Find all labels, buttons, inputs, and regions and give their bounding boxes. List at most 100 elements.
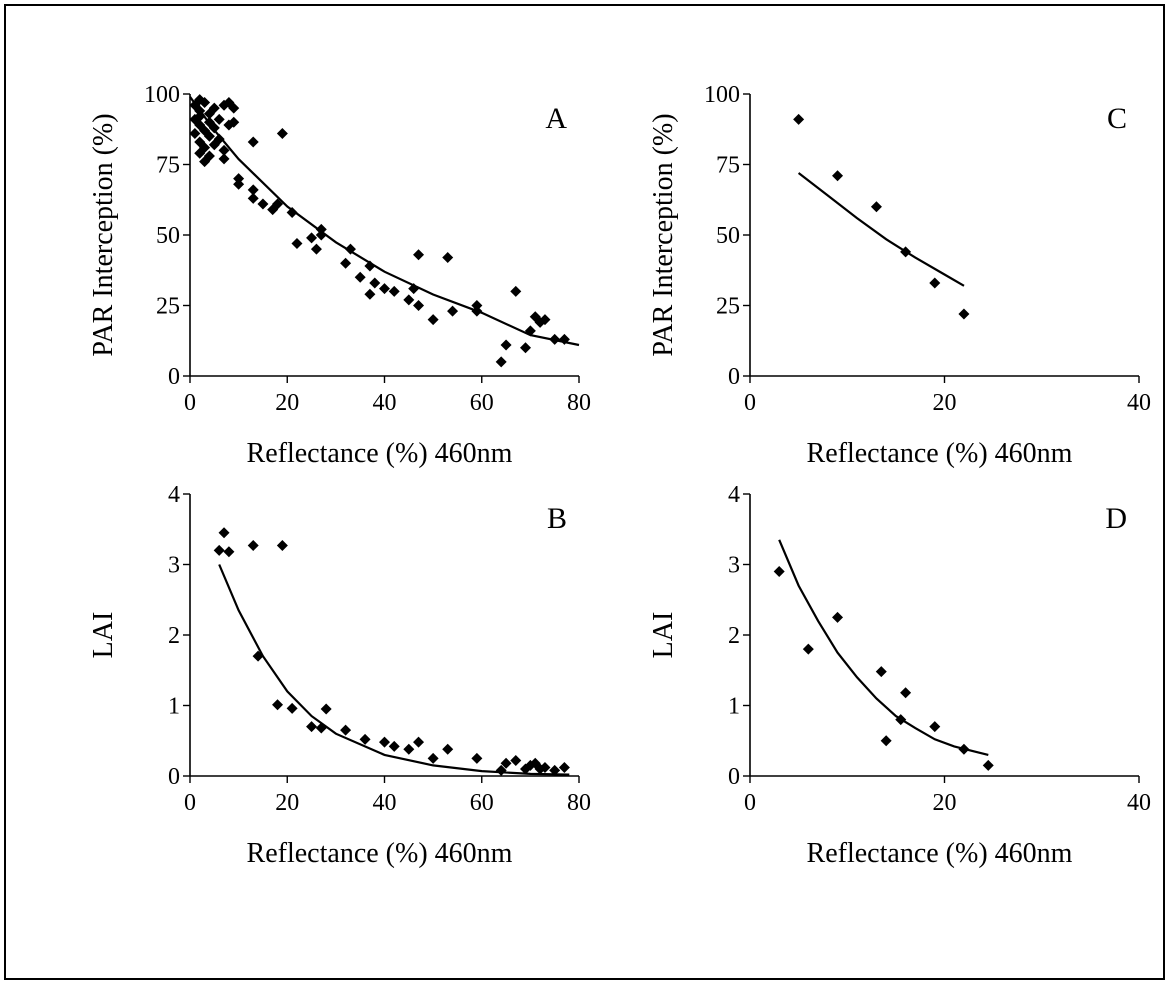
panel-c-y-axis-label: PAR Interception (%) (648, 113, 679, 356)
panel-c-y-tick-label: 0 (728, 364, 740, 390)
panel-b-data-point (495, 764, 507, 776)
panel-d-y-tick-label: 2 (728, 623, 740, 649)
panel-a-x-tick-label: 20 (275, 390, 299, 416)
panel-c-data-point (929, 277, 941, 289)
panel-b-x-tick-label: 20 (275, 790, 299, 816)
panel-a-data-point (344, 243, 356, 255)
panel-a-data-point (471, 305, 483, 317)
panel-b-y-tick-label: 3 (168, 553, 180, 579)
panel-d-data-point (982, 759, 994, 771)
panel-c-y-tick-label: 100 (704, 82, 740, 108)
panel-b: 0 20 40 60 80 0 1 2 3 4 Reflectance (%) 460nm LAI B (88, 482, 591, 869)
panel-d: 0 20 40 0 1 2 3 4 Reflectance (%) 460nm LAI D (648, 482, 1151, 869)
panel-a-data-point (558, 333, 570, 345)
panel-a-data-point (510, 285, 522, 297)
panel-a-data-point (203, 130, 215, 142)
panel-a-y-tick-label: 0 (168, 364, 180, 390)
panel-b-x-axis-label: Reflectance (%) 460nm (247, 838, 513, 869)
panel-a-data-point (471, 300, 483, 311)
panel-a-y-tick-label: 100 (144, 82, 180, 108)
panel-d-data-point (773, 566, 785, 578)
panel-a-x-axis-label: Reflectance (%) 460nm (247, 438, 513, 469)
panel-c-x-tick-label: 40 (1127, 390, 1151, 416)
panel-a-x-tick-label: 80 (567, 390, 591, 416)
panel-a-data-point (272, 198, 284, 210)
panel-b-data-point (413, 736, 425, 748)
panel-c-data-point (870, 201, 882, 213)
panel-a-data-point (388, 285, 400, 297)
panel-a-data-point (247, 184, 259, 196)
panel-b-data-point (223, 546, 235, 558)
panel-a-data-point (354, 271, 366, 283)
panel-b-data-point (218, 527, 230, 539)
panel-a-data-point (310, 243, 322, 255)
panel-a-data-point (442, 252, 454, 264)
panel-d-fit-curve (778, 539, 989, 756)
panel-a-y-tick-label: 50 (156, 223, 180, 249)
panel-b-data-point (403, 743, 415, 755)
panel-a-data-point (218, 153, 230, 165)
panel-a-data-point (306, 232, 318, 244)
panel-a-data-point (340, 257, 352, 269)
panel-a-data-point (257, 198, 269, 210)
panel-a-data-point (194, 105, 206, 117)
panel-a-data-point (199, 142, 211, 154)
panel-b-x-tick-label: 80 (567, 790, 591, 816)
panel-c-x-tick-label: 0 (744, 390, 756, 416)
panel-a-data-point (194, 119, 206, 131)
panel-a-data-point (203, 150, 215, 162)
panel-c-y-tick-label: 25 (716, 294, 740, 320)
panel-c: 0 20 40 0 25 50 75 100 Reflectance (%) 460nm PAR … (648, 82, 1151, 469)
panel-d-data-point (929, 721, 941, 733)
panel-a-data-point (218, 144, 230, 156)
panel-a-data-point (539, 314, 551, 326)
panel-d-y-tick-label: 3 (728, 553, 740, 579)
panel-a-label: A (545, 102, 567, 135)
panel-b-data-point (320, 703, 332, 715)
panel-b-data-point (315, 722, 327, 734)
panel-a-y-tick-label: 25 (156, 294, 180, 320)
panel-c-data-point (832, 170, 844, 182)
panel-a-data-point (233, 173, 245, 185)
panel-b-data-point (500, 757, 512, 769)
panel-b-data-point (252, 650, 264, 662)
panel-a-y-axis-label: PAR Interception (%) (88, 113, 119, 356)
panel-a-data-point (315, 229, 327, 241)
panel-d-x-tick-label: 0 (744, 790, 756, 816)
panel-b-x-tick-label: 40 (373, 790, 397, 816)
panel-d-y-tick-label: 0 (728, 764, 740, 790)
panel-c-x-axis-label: Reflectance (%) 460nm (807, 438, 1073, 469)
panel-d-x-axis-label: Reflectance (%) 460nm (807, 838, 1073, 869)
panel-a-data-point (427, 314, 439, 326)
panel-b-data-point (471, 752, 483, 764)
panel-a-data-point (247, 136, 259, 148)
panel-c-x-tick-label: 20 (933, 390, 957, 416)
panel-a-y-tick-label: 75 (156, 153, 180, 179)
panel-b-data-point (427, 752, 439, 764)
panel-a-data-point (228, 102, 240, 114)
panel-b-y-tick-label: 2 (168, 623, 180, 649)
panel-b-data-point (388, 740, 400, 752)
panel-a-data-point (364, 288, 376, 300)
panel-a-data-point (213, 113, 225, 125)
panel-b-data-point (549, 764, 561, 776)
panel-b-data-point (379, 736, 390, 748)
panel-a-data-point (194, 111, 206, 123)
panel-b-data-point (213, 544, 225, 556)
panel-b-data-point (306, 721, 318, 733)
panel-b-x-tick-label: 60 (470, 790, 494, 816)
panel-d-data-point (900, 687, 912, 699)
panel-d-y-tick-label: 4 (728, 482, 740, 508)
panel-b-data-point (286, 702, 298, 714)
panel-b-data-point (558, 762, 570, 774)
panel-c-data-point (958, 308, 970, 320)
panel-b-x-tick-label: 0 (184, 790, 196, 816)
panel-a-data-point (500, 339, 512, 351)
panel-d-y-axis-label: LAI (648, 612, 679, 659)
panel-a-data-point (189, 127, 201, 139)
panel-a-data-point (364, 260, 376, 272)
panel-b-y-tick-label: 1 (168, 694, 180, 720)
panel-d-data-point (958, 743, 970, 755)
